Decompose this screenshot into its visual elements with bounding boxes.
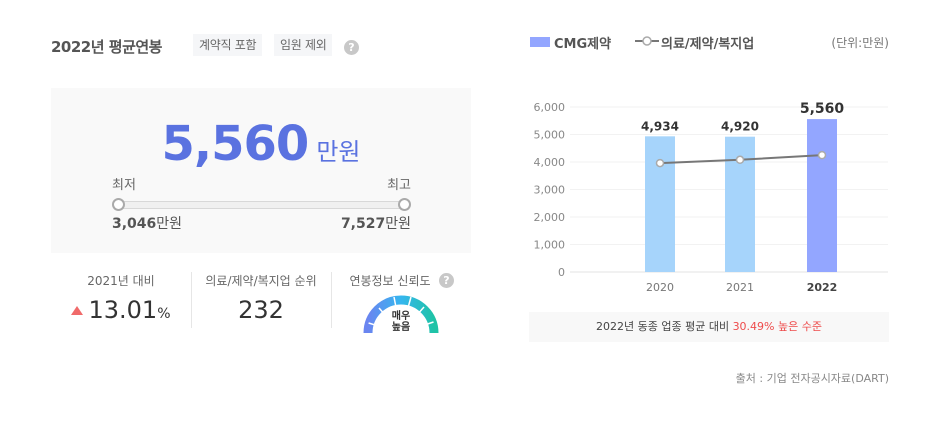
line-point-icon[interactable] xyxy=(817,150,827,160)
min-knob-icon xyxy=(112,198,125,211)
comparison-highlight: 30.49% 높은 수준 xyxy=(732,320,822,333)
comparison-text: 2022년 동종 업종 평균 대비 xyxy=(596,320,733,333)
average-salary-value: 5,560 xyxy=(161,116,310,172)
reliability-value-line2: 높음 xyxy=(391,322,411,333)
average-salary-unit: 만원 xyxy=(316,138,361,166)
bar[interactable] xyxy=(807,119,837,272)
min-salary-value: 3,046 xyxy=(112,216,157,232)
line-point-icon[interactable] xyxy=(655,158,665,168)
reliability-value: 매우 높음 xyxy=(363,311,439,333)
max-knob-icon xyxy=(398,198,411,211)
question-circle-icon[interactable]: ? xyxy=(439,273,454,288)
industry-comparison: 2022년 동종 업종 평균 대비 30.49% 높은 수준 xyxy=(529,312,889,342)
source-note: 출처 : 기업 전자공시자료(DART) xyxy=(735,372,889,385)
salary-range-track xyxy=(117,201,406,209)
y-tick-label: 2,000 xyxy=(534,211,566,224)
rank-label: 의료/제약/복지업 순위 xyxy=(205,274,317,288)
y-tick-label: 3,000 xyxy=(534,184,566,197)
divider xyxy=(331,272,332,328)
max-salary-value: 7,527 xyxy=(340,216,386,232)
max-salary: 7,527만원 xyxy=(341,213,411,233)
y-tick-label: 1,000 xyxy=(534,239,566,252)
bar[interactable] xyxy=(645,136,675,272)
legend-bar-label: CMG제약 xyxy=(554,37,612,52)
max-label: 최고 xyxy=(387,178,411,193)
yoy-change: 13.01% xyxy=(51,296,191,324)
min-salary-unit: 만원 xyxy=(156,216,183,232)
average-salary: 5,560 만원 xyxy=(51,116,471,172)
min-salary: 3,046만원 xyxy=(112,213,182,233)
x-tick-label: 2022 xyxy=(807,281,838,294)
unit-label: (단위:만원) xyxy=(831,36,889,50)
bar-value-label: 5,560 xyxy=(800,101,845,117)
y-tick-label: 4,000 xyxy=(534,156,566,169)
bar-value-label: 4,934 xyxy=(641,119,679,133)
line-point-icon[interactable] xyxy=(735,155,745,165)
reliability-gauge-icon xyxy=(363,295,439,333)
y-tick-label: 5,000 xyxy=(534,129,566,142)
triangle-up-icon xyxy=(71,306,84,315)
bar-value-label: 4,920 xyxy=(721,120,759,134)
legend-bar-swatch-icon xyxy=(530,37,550,47)
y-tick-label: 0 xyxy=(558,266,565,279)
page-title: 2022년 평균연봉 xyxy=(51,38,162,56)
reliability-label: 연봉정보 신뢰도 xyxy=(349,274,431,288)
x-tick-label: 2021 xyxy=(726,281,754,294)
average-salary-panel: 5,560 만원 최저 최고 3,046만원 7,527만원 xyxy=(51,88,471,253)
tag-contract-included: 계약직 포함 xyxy=(193,34,263,56)
yoy-value: 13.01 xyxy=(88,296,158,324)
yoy-unit: % xyxy=(157,306,171,322)
legend-line-label: 의료/제약/복지업 xyxy=(661,37,755,52)
legend-line-marker-icon xyxy=(635,36,659,46)
question-circle-icon[interactable]: ? xyxy=(344,40,359,55)
reliability-value-line1: 매우 xyxy=(391,311,411,322)
max-salary-unit: 만원 xyxy=(385,216,411,232)
divider xyxy=(191,272,192,328)
rank-value: 232 xyxy=(238,296,284,324)
y-tick-label: 6,000 xyxy=(534,101,566,114)
x-tick-label: 2020 xyxy=(646,281,674,294)
yoy-label: 2021년 대비 xyxy=(87,274,155,288)
salary-chart: 0 1,000 2,000 3,000 4,000 5,000 6,000 4,934 2020… xyxy=(520,90,900,300)
tag-executive-excluded: 임원 제외 xyxy=(274,34,333,56)
min-label: 최저 xyxy=(112,178,136,193)
